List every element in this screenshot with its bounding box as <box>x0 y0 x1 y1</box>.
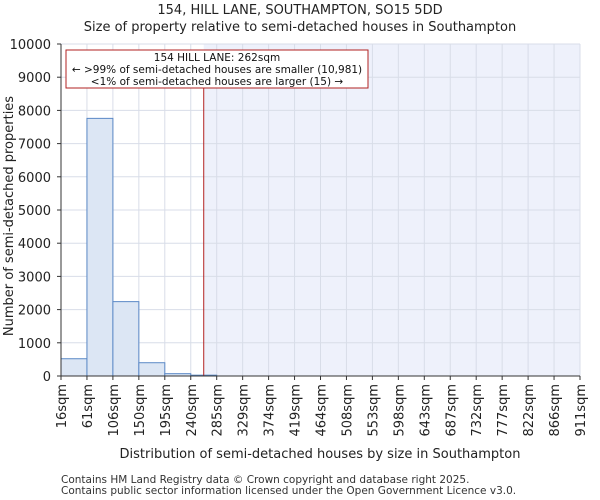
annotation: 154 HILL LANE: 262sqm ← >99% of semi-det… <box>65 49 369 89</box>
x-tick-label: 329sqm <box>237 384 252 437</box>
x-tick-label: 61sqm <box>81 384 96 428</box>
y-axis-label: Number of semi-detached properties <box>2 96 17 336</box>
x-tick-label: 508sqm <box>340 384 355 437</box>
y-tick-label: 5000 <box>18 204 51 219</box>
bar-61sqm <box>86 117 114 377</box>
y-tick-label: 2000 <box>18 304 51 319</box>
x-tick-label: 106sqm <box>107 384 122 437</box>
chart-subtitle: Size of property relative to semi-detach… <box>84 20 516 35</box>
y-tick-label: 6000 <box>18 171 51 186</box>
x-tick-label: 240sqm <box>185 384 200 437</box>
x-axis-label: Distribution of semi-detached houses by … <box>120 447 521 462</box>
y-ticks: 0 1000 2000 3000 4000 5000 6000 7000 8000 9000 100… <box>10 38 61 385</box>
x-tick-label: 419sqm <box>289 384 304 437</box>
x-tick-label: 643sqm <box>418 384 433 437</box>
bar-16sqm <box>60 358 88 377</box>
x-tick-label: 553sqm <box>366 384 381 437</box>
x-tick-label: 150sqm <box>133 384 148 437</box>
footer-copyright: Contains HM Land Registry data © Crown c… <box>61 474 470 486</box>
bar-150sqm <box>138 362 166 377</box>
x-tick-label: 732sqm <box>470 384 485 437</box>
chart-title: 154, HILL LANE, SOUTHAMPTON, SO15 5DD <box>157 3 442 18</box>
annotation-box <box>65 49 369 89</box>
y-tick-label: 7000 <box>18 138 51 153</box>
x-tick-label: 687sqm <box>444 384 459 437</box>
y-tick-label: 10000 <box>10 38 51 53</box>
y-tick-label: 1000 <box>18 337 51 352</box>
x-tick-label: 911sqm <box>574 384 589 437</box>
y-tick-label: 9000 <box>18 71 51 86</box>
x-tick-label: 464sqm <box>315 384 330 437</box>
bars <box>60 117 218 377</box>
x-tick-label: 598sqm <box>392 384 407 437</box>
bar-106sqm <box>112 301 140 377</box>
footer-licence: Contains public sector information licen… <box>61 485 517 497</box>
y-tick-label: 4000 <box>18 237 51 252</box>
x-ticks: 16sqm 61sqm 106sqm 150sqm 195sqm 240sqm 285sqm… <box>55 376 589 437</box>
x-tick-label: 822sqm <box>522 384 537 437</box>
y-tick-label: 3000 <box>18 270 51 285</box>
y-tick-label: 0 <box>43 370 51 385</box>
x-tick-label: 285sqm <box>211 384 226 437</box>
x-tick-label: 777sqm <box>496 384 511 437</box>
annotation-line-3: <1% of semi-detached houses are larger (… <box>91 76 344 88</box>
x-tick-label: 195sqm <box>159 384 174 437</box>
annotation-line-1: 154 HILL LANE: 262sqm <box>154 52 280 64</box>
annotation-line-2: ← >99% of semi-detached houses are small… <box>72 64 362 76</box>
y-tick-label: 8000 <box>18 104 51 119</box>
x-tick-label: 16sqm <box>55 384 70 428</box>
x-tick-label: 374sqm <box>263 384 278 437</box>
x-tick-label: 866sqm <box>548 384 563 437</box>
